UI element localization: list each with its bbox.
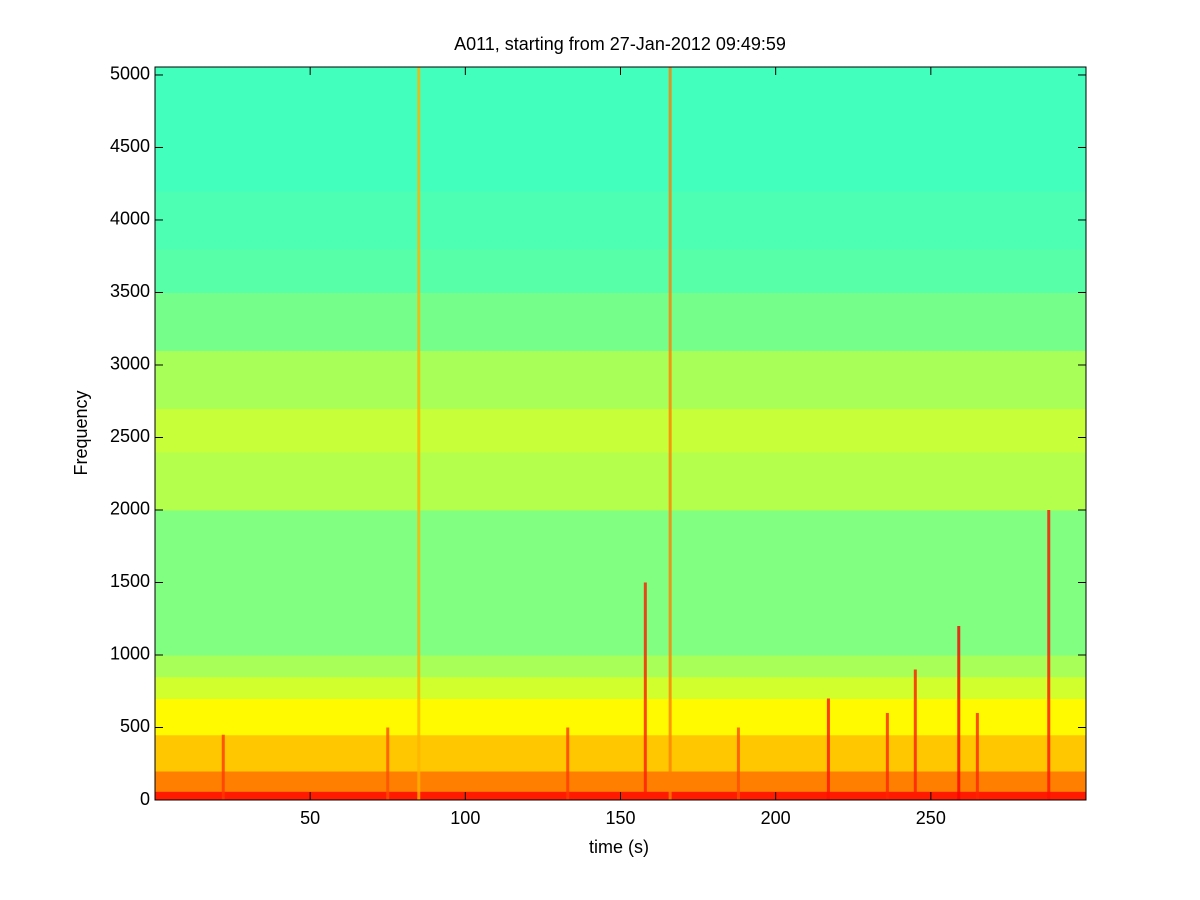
spectrum-band — [155, 292, 1086, 351]
burst — [668, 67, 672, 800]
burst — [221, 734, 225, 800]
y-tick-label: 1500 — [110, 571, 150, 591]
y-tick-label: 2500 — [110, 426, 150, 446]
burst — [1047, 509, 1051, 800]
chart-title: A011, starting from 27-Jan-2012 09:49:59 — [454, 34, 786, 54]
spectrum-band — [155, 248, 1086, 293]
burst — [736, 727, 740, 800]
spectrum-band — [155, 770, 1086, 792]
burst — [417, 67, 421, 800]
x-tick-label: 250 — [916, 808, 946, 828]
x-tick-label: 50 — [300, 808, 320, 828]
y-tick-label: 3500 — [110, 281, 150, 301]
spectrum-band — [155, 67, 1086, 192]
y-tick-label: 4000 — [110, 209, 150, 229]
y-tick-label: 2000 — [110, 499, 150, 519]
y-tick-label: 500 — [120, 716, 150, 736]
burst — [975, 712, 979, 800]
burst — [386, 727, 390, 800]
x-axis-label: time (s) — [589, 837, 649, 857]
spectrum-band — [155, 509, 1086, 583]
spectrum-band — [155, 734, 1086, 772]
spectrum-band — [155, 451, 1086, 511]
plot-area — [155, 67, 1086, 801]
burst — [885, 712, 889, 800]
y-axis-label: Frequency — [71, 390, 91, 475]
spectrum-band — [155, 654, 1086, 678]
burst — [643, 582, 647, 800]
x-tick-label: 200 — [761, 808, 791, 828]
y-tick-label: 5000 — [110, 64, 150, 84]
y-tick-label: 4500 — [110, 136, 150, 156]
burst — [826, 698, 830, 800]
burst — [957, 625, 961, 800]
spectrum-band — [155, 350, 1086, 409]
spectrum-band — [155, 676, 1086, 699]
spectrum-band — [155, 582, 1086, 656]
burst — [913, 669, 917, 800]
y-tick-label: 1000 — [110, 644, 150, 664]
y-tick-label: 0 — [140, 789, 150, 809]
x-tick-label: 150 — [605, 808, 635, 828]
burst — [566, 727, 570, 800]
spectrum-band — [155, 190, 1086, 250]
y-tick-label: 3000 — [110, 354, 150, 374]
x-tick-label: 100 — [450, 808, 480, 828]
spectrum-band — [155, 698, 1086, 736]
spectrum-band — [155, 408, 1086, 453]
